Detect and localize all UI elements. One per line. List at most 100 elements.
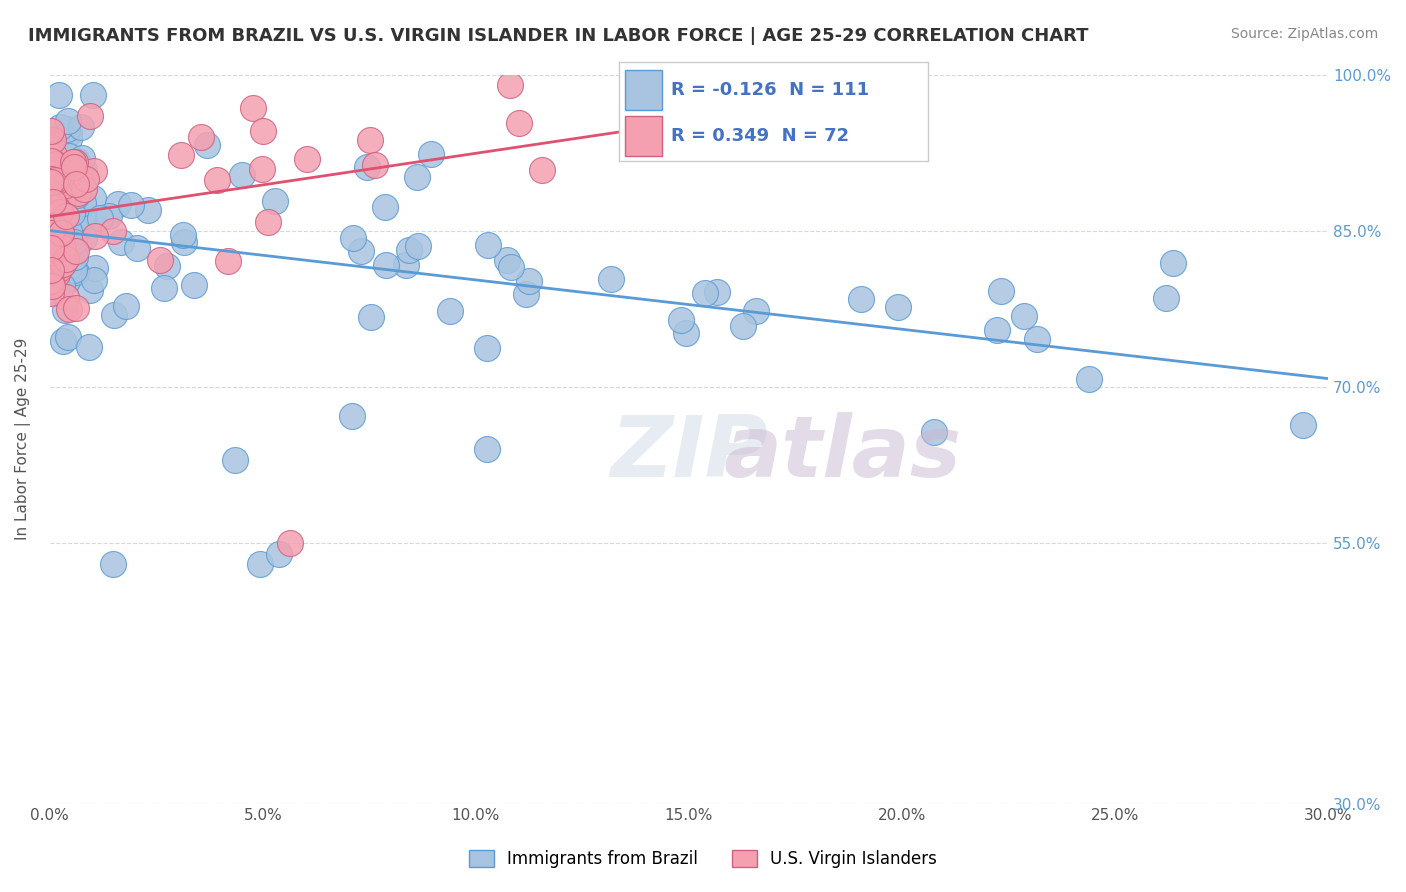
Point [73,231,96,245]
Point [48,205,70,219]
Point [65,154,87,169]
Point [51,226,73,240]
Point [84,229,107,244]
Point [53,233,76,247]
Point [242,101,264,115]
Point [398,244,420,258]
Point [51,279,73,293]
Point [149,252,172,267]
Point [250,161,273,176]
Point [42,160,65,174]
Point [342,409,364,424]
Point [44,219,66,233]
Point [63,235,86,249]
Point [72,195,94,210]
Point [42,210,65,224]
Point [136,202,159,217]
Point [39,173,62,187]
Text: atlas: atlas [723,412,962,495]
Point [45,268,67,282]
Point [62,263,84,277]
Point [44,234,66,248]
Point [922,425,945,440]
Point [695,285,717,300]
Point [51,225,73,239]
Point [477,342,499,356]
Point [62,160,84,174]
Point [51,244,73,258]
Point [58,235,80,249]
Point [849,292,872,306]
Point [172,228,194,243]
Text: Source: ZipAtlas.com: Source: ZipAtlas.com [1230,27,1378,41]
Point [499,260,522,274]
Point [499,78,522,92]
Point [39,286,62,301]
Point [98,209,121,223]
Point [103,308,125,322]
Point [82,88,104,103]
Point [1154,291,1177,305]
Point [53,303,76,318]
Point [45,285,67,299]
Point [42,166,65,180]
Point [58,223,80,237]
Point [420,146,443,161]
Point [48,88,70,103]
Point [55,209,77,223]
Point [66,186,89,200]
Point [496,253,519,268]
Point [110,235,132,250]
Point [115,299,138,313]
Point [70,152,93,166]
Point [46,169,69,184]
Point [153,281,176,295]
Point [56,113,79,128]
Point [350,244,373,258]
Point [364,158,387,172]
Point [256,215,278,229]
Point [83,273,105,287]
Point [45,157,67,171]
Point [84,260,107,275]
Point [1025,333,1047,347]
Point [44,219,66,234]
Point [41,175,63,189]
Point [58,301,80,316]
Point [65,244,87,258]
Point [342,231,364,245]
Point [1014,309,1036,323]
Point [475,442,498,457]
Point [689,78,711,92]
Point [58,126,80,140]
Point [263,194,285,208]
Point [65,301,87,316]
Point [395,258,418,272]
Point [733,318,755,333]
Point [217,253,239,268]
Point [82,191,104,205]
Point [63,250,86,264]
Point [39,274,62,288]
Point [44,208,66,222]
Point [55,178,77,193]
Point [51,163,73,178]
Point [58,132,80,146]
Y-axis label: In Labor Force | Age 25-29: In Labor Force | Age 25-29 [15,338,31,541]
Point [41,278,63,293]
Point [70,120,93,135]
Point [183,277,205,292]
Point [55,289,77,303]
Point [41,196,63,211]
FancyBboxPatch shape [624,116,662,155]
Point [101,557,124,571]
Point [439,303,461,318]
Point [65,177,87,191]
Point [48,262,70,277]
Point [41,153,63,168]
Legend: Immigrants from Brazil, U.S. Virgin Islanders: Immigrants from Brazil, U.S. Virgin Isla… [463,843,943,875]
Point [295,152,318,166]
Point [120,198,142,212]
Point [278,536,301,550]
Point [73,162,96,177]
